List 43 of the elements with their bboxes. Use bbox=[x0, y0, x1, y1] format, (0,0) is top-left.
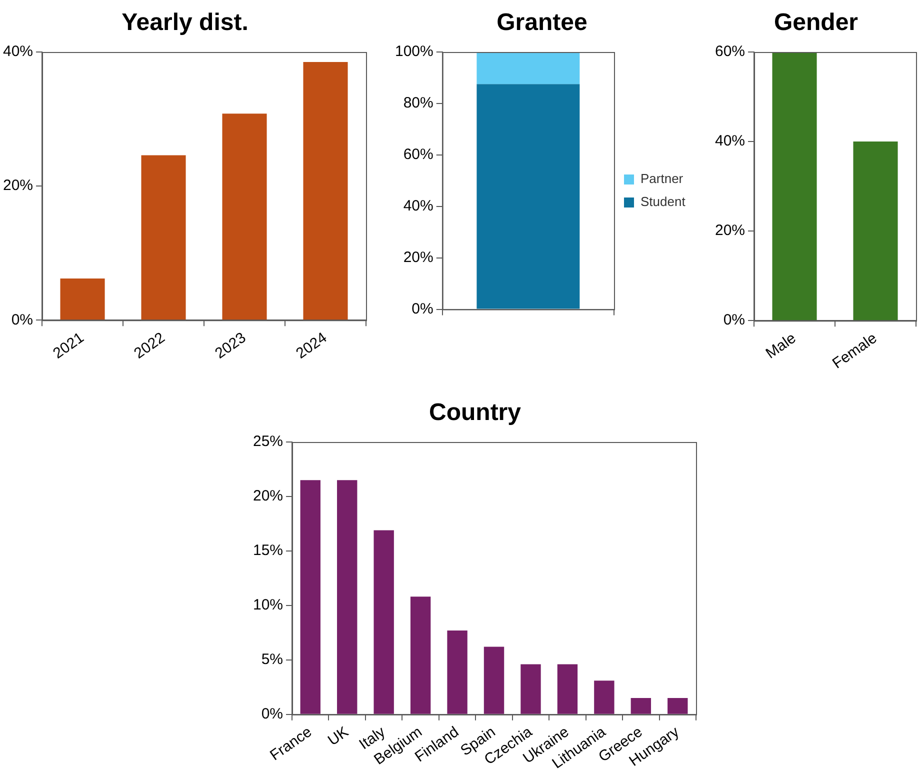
bar bbox=[520, 664, 541, 714]
legend-label: Partner bbox=[640, 171, 684, 186]
y-tick-label: 5% bbox=[261, 651, 284, 668]
y-tick-label: 20% bbox=[403, 248, 434, 266]
bar bbox=[447, 630, 468, 714]
x-tick-label: 2021 bbox=[50, 329, 88, 362]
y-tick-label: 0% bbox=[723, 312, 746, 329]
bar bbox=[594, 680, 614, 714]
bar bbox=[630, 698, 652, 714]
y-tick-label: 40% bbox=[2, 43, 34, 60]
y-tick-label: 60% bbox=[403, 146, 434, 164]
chart-title: Gender bbox=[772, 8, 860, 38]
y-tick-label: 80% bbox=[403, 94, 434, 112]
y-tick-label: 20% bbox=[2, 177, 34, 194]
y-tick-label: 20% bbox=[252, 488, 284, 505]
bar bbox=[557, 664, 578, 714]
y-tick-label: 0% bbox=[261, 705, 284, 722]
bar bbox=[668, 698, 688, 714]
bar bbox=[337, 480, 358, 714]
bar bbox=[60, 278, 105, 320]
y-tick-label: 20% bbox=[714, 222, 746, 240]
chart-title: Yearly dist. bbox=[120, 8, 250, 38]
y-tick-label: 25% bbox=[252, 433, 284, 450]
bar bbox=[374, 530, 394, 714]
y-tick-label: 15% bbox=[252, 542, 284, 560]
bar bbox=[303, 62, 348, 320]
y-tick-label: 0% bbox=[11, 311, 34, 328]
y-tick-label: 100% bbox=[394, 43, 434, 60]
y-tick-label: 10% bbox=[252, 596, 284, 614]
x-tick-label: Male bbox=[762, 330, 800, 362]
x-tick-label: UK bbox=[324, 723, 352, 750]
bar bbox=[141, 155, 186, 320]
y-tick-label: 60% bbox=[714, 43, 746, 60]
y-tick-label: 0% bbox=[412, 300, 434, 318]
bar bbox=[410, 596, 431, 714]
chart-title: Country bbox=[428, 398, 522, 428]
bar bbox=[484, 646, 504, 714]
bar bbox=[300, 480, 320, 714]
y-tick-label: 40% bbox=[714, 132, 746, 150]
chart-title: Grantee bbox=[496, 8, 588, 38]
y-tick-label: 40% bbox=[403, 197, 434, 214]
legend-label: Student bbox=[640, 194, 686, 210]
bar bbox=[222, 114, 267, 320]
